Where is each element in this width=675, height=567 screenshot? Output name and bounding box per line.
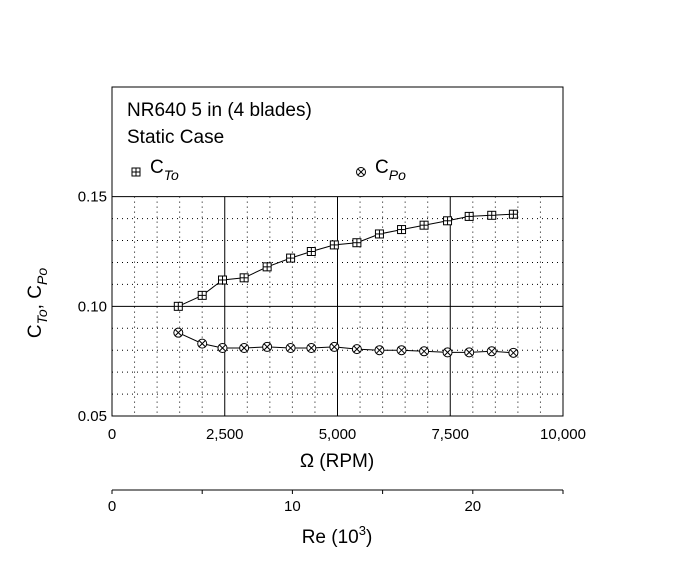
data-point-po: [419, 346, 430, 357]
marker-x-b: [357, 168, 365, 176]
x-tick-label: 0: [108, 426, 116, 443]
marker-x-b: [353, 345, 361, 353]
secondary-axis: 0 10 20 Re (103): [108, 489, 564, 548]
x-tick-label: 5,000: [319, 426, 357, 443]
data-point-po: [374, 345, 385, 356]
marker-x-b: [510, 349, 517, 357]
marker-x-b: [307, 344, 315, 352]
data-point-po: [351, 344, 362, 355]
data-point-po: [396, 345, 407, 356]
x-tick-label: 2,500: [206, 426, 244, 443]
marker-x-b: [398, 346, 405, 354]
data-point-po: [464, 347, 475, 358]
data-point-po: [239, 343, 250, 354]
title-line-1: NR640 5 in (4 blades): [127, 100, 312, 121]
x-tick-label: 7,500: [431, 426, 469, 443]
data-point-to: [173, 301, 183, 311]
data-point-to: [419, 220, 429, 230]
data-point-po: [486, 346, 497, 357]
series-line-po: [178, 332, 514, 354]
y-tick-label: 0.05: [78, 408, 107, 425]
marker-x-b: [330, 343, 338, 351]
legend-marker-shape: [131, 167, 141, 177]
marker-x-b: [420, 347, 428, 355]
data-point-to: [239, 273, 249, 283]
marker-x-b: [174, 329, 182, 337]
x-axis-title: Ω (RPM): [300, 451, 374, 472]
data-point-to: [487, 210, 497, 220]
data-point-to: [217, 275, 227, 285]
data-point-to: [352, 238, 362, 248]
marker-x-b: [465, 349, 473, 356]
marker-x-b: [444, 349, 451, 356]
x-tick-label: 10,000: [540, 426, 586, 443]
plot-frame: [111, 86, 564, 417]
marker-x-b: [376, 346, 383, 354]
y-axis-ticks: 0.05 0.10 0.15: [78, 189, 107, 425]
secondary-axis-tick-label: 20: [464, 498, 481, 515]
legend-marker-shape: [356, 167, 366, 177]
data-point-po: [285, 343, 296, 354]
data-point-po: [197, 338, 208, 349]
data-point-to: [262, 262, 272, 272]
secondary-axis-ticks: 0 10 20: [108, 490, 564, 515]
marker-x-b: [198, 340, 206, 347]
y-axis-title: CTo, CPo: [25, 268, 50, 338]
series-line-to: [178, 213, 514, 307]
legend-item-cto: CTo: [131, 157, 179, 183]
data-point-po: [306, 343, 317, 354]
marker-x-b: [488, 347, 496, 355]
secondary-axis-tick-label: 10: [284, 498, 301, 515]
data-point-po: [442, 347, 453, 358]
legend: CTo CPo: [131, 157, 406, 183]
marker-x-b: [263, 343, 271, 351]
data-point-to: [329, 240, 339, 250]
data-point-po: [262, 341, 273, 352]
data-point-po: [329, 341, 340, 352]
title-line-2: Static Case: [127, 127, 224, 148]
secondary-axis-title: Re (103): [302, 523, 373, 548]
y-tick-label: 0.15: [78, 189, 107, 206]
legend-label-cpo: CPo: [375, 157, 406, 183]
y-tick-label: 0.10: [78, 298, 107, 315]
data-point-to: [374, 229, 384, 239]
data-point-to: [508, 209, 518, 219]
data-point-to: [397, 225, 407, 235]
legend-label-cto: CTo: [150, 157, 179, 183]
x-axis-ticks: 0 2,500 5,000 7,500 10,000: [108, 426, 586, 443]
marker-x-b: [240, 344, 248, 352]
legend-item-cpo: CPo: [356, 157, 406, 183]
data-point-po: [173, 327, 184, 338]
legend-marker-circled-x-icon: [356, 167, 366, 177]
marker-x-b: [287, 344, 294, 352]
data-point-to: [286, 253, 296, 263]
data-point-to: [464, 211, 474, 221]
secondary-axis-tick-label: 0: [108, 498, 116, 515]
legend-marker-boxed-plus-icon: [131, 167, 141, 177]
data-point-po: [508, 347, 519, 358]
marker-x-b: [219, 344, 226, 352]
data-point-to: [197, 290, 207, 300]
data-point-po: [217, 343, 228, 354]
data-point-to: [306, 247, 316, 256]
series-layer: [173, 209, 519, 358]
data-point-to: [443, 216, 453, 226]
